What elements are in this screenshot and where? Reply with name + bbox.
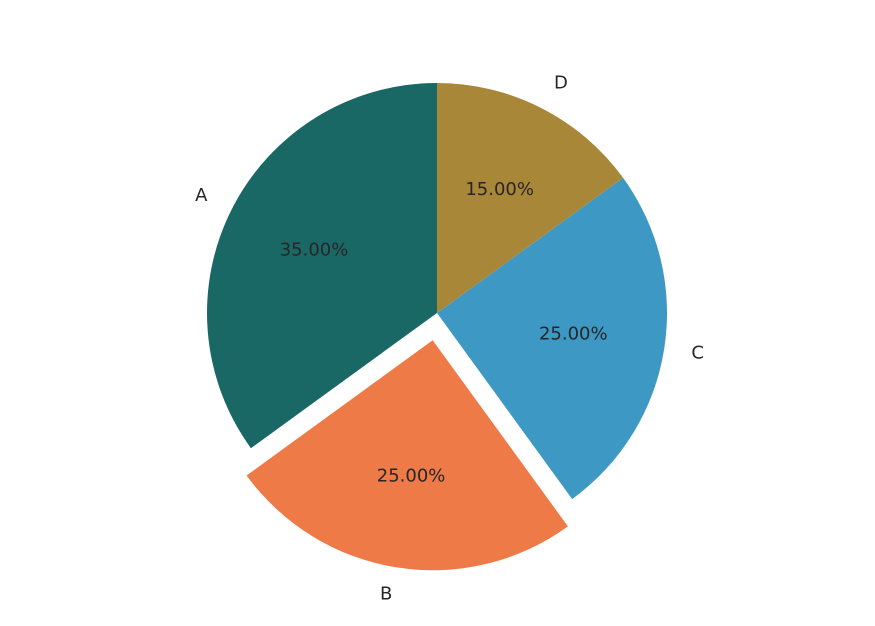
pie-pct-c: 25.00%	[539, 324, 608, 345]
pie-label-c: C	[691, 342, 704, 363]
pie-label-a: A	[195, 185, 208, 206]
pie-label-b: B	[380, 584, 392, 605]
pie-label-d: D	[554, 72, 568, 93]
pie-chart: 35.00% A 25.00% B 25.00% C 15.00% D	[0, 0, 875, 626]
pie-pct-b: 25.00%	[377, 466, 446, 487]
pie-chart-svg: 35.00% A 25.00% B 25.00% C 15.00% D	[0, 0, 875, 626]
pie-pct-d: 15.00%	[465, 179, 534, 200]
pie-pct-a: 35.00%	[280, 239, 349, 260]
